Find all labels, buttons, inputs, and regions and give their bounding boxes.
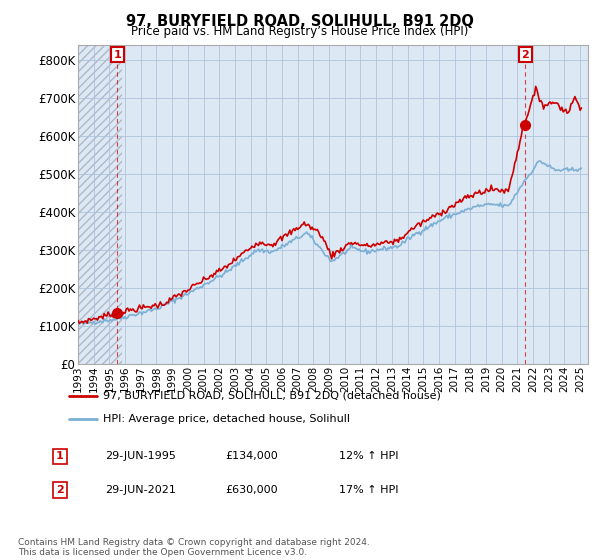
Text: 2: 2	[56, 485, 64, 495]
Text: 2: 2	[521, 50, 529, 59]
Text: 17% ↑ HPI: 17% ↑ HPI	[339, 485, 398, 495]
Text: Contains HM Land Registry data © Crown copyright and database right 2024.
This d: Contains HM Land Registry data © Crown c…	[18, 538, 370, 557]
Text: 97, BURYFIELD ROAD, SOLIHULL, B91 2DQ (detached house): 97, BURYFIELD ROAD, SOLIHULL, B91 2DQ (d…	[103, 391, 441, 401]
Text: 1: 1	[56, 451, 64, 461]
Text: 29-JUN-1995: 29-JUN-1995	[105, 451, 176, 461]
Text: £630,000: £630,000	[225, 485, 278, 495]
Text: Price paid vs. HM Land Registry’s House Price Index (HPI): Price paid vs. HM Land Registry’s House …	[131, 25, 469, 38]
Text: £134,000: £134,000	[225, 451, 278, 461]
Text: 97, BURYFIELD ROAD, SOLIHULL, B91 2DQ: 97, BURYFIELD ROAD, SOLIHULL, B91 2DQ	[126, 14, 474, 29]
Text: 1: 1	[113, 50, 121, 59]
Text: 29-JUN-2021: 29-JUN-2021	[105, 485, 176, 495]
Text: 12% ↑ HPI: 12% ↑ HPI	[339, 451, 398, 461]
Text: HPI: Average price, detached house, Solihull: HPI: Average price, detached house, Soli…	[103, 414, 350, 424]
Bar	[78, 45, 122, 364]
